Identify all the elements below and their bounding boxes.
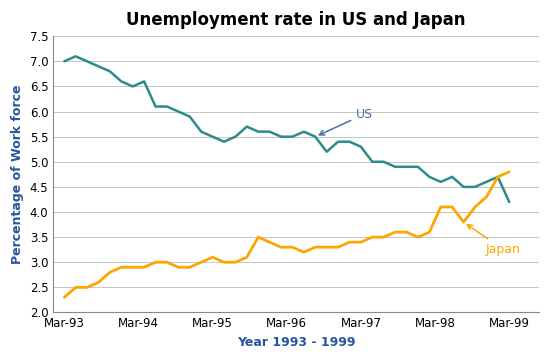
Title: Unemployment rate in US and Japan: Unemployment rate in US and Japan — [126, 11, 466, 29]
X-axis label: Year 1993 - 1999: Year 1993 - 1999 — [236, 336, 355, 349]
Text: Japan: Japan — [468, 225, 521, 256]
Y-axis label: Percentage of Work force: Percentage of Work force — [11, 85, 24, 264]
Text: US: US — [320, 108, 373, 135]
